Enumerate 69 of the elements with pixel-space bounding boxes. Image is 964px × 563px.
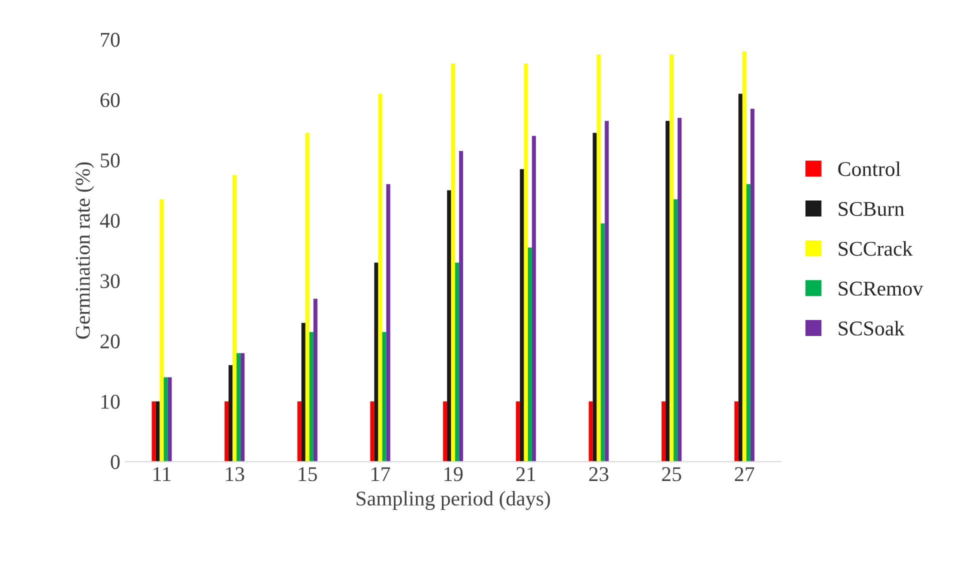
bar: [168, 377, 172, 462]
bar: [236, 353, 241, 462]
bar: [588, 401, 593, 462]
bar: [386, 184, 390, 462]
legend-label: SCBurn: [838, 202, 904, 216]
legend-label: SCSoak: [838, 320, 905, 336]
legend-label: Control: [838, 161, 901, 176]
bar: [524, 64, 528, 462]
y-tick-label: 70: [101, 32, 120, 47]
bar: [459, 151, 464, 462]
bar: [443, 401, 448, 462]
bar: [447, 190, 452, 462]
bar: [750, 108, 754, 462]
bar: [674, 199, 678, 462]
bar: [678, 118, 682, 462]
bar: [382, 332, 386, 462]
x-tick-label: 17: [372, 467, 390, 481]
bar: [305, 132, 310, 462]
y-tick-label: 20: [100, 334, 120, 348]
bar: [232, 175, 237, 462]
x-tick-label: 19: [444, 467, 463, 482]
bar: [309, 332, 314, 462]
y-tick-label: 40: [100, 214, 120, 228]
bar: [662, 401, 666, 462]
bar: [666, 120, 670, 462]
bar: [742, 51, 746, 462]
x-tick-label: 27: [734, 467, 754, 481]
bar: [164, 377, 168, 462]
bar: [228, 365, 233, 462]
x-tick-label: 23: [589, 467, 608, 482]
legend-label: SCCrack: [838, 241, 913, 256]
y-tick-label: 50: [100, 153, 120, 168]
bar: [451, 64, 456, 462]
bar: [532, 136, 536, 462]
bar: [670, 54, 674, 462]
bar: [152, 401, 156, 462]
x-tick-label: 15: [298, 467, 318, 482]
bar: [746, 184, 750, 462]
bar: [370, 401, 374, 462]
bar: [378, 94, 382, 462]
bar: [160, 199, 164, 462]
bar: [600, 223, 605, 462]
y-tick-label: 10: [101, 394, 120, 409]
bar: [313, 298, 318, 462]
bar: [224, 401, 229, 462]
bar: [156, 401, 160, 462]
x-tick-label: 25: [662, 467, 682, 482]
bar: [528, 248, 532, 462]
y-tick-label: 0: [110, 455, 120, 470]
legend-label: SCRemov: [838, 282, 924, 296]
y-axis-title: Germination rate (%): [75, 162, 94, 339]
bar: [374, 262, 378, 462]
bar: [240, 353, 245, 462]
bar: [604, 120, 609, 462]
bar: [596, 54, 601, 462]
x-tick-label: 13: [226, 467, 244, 482]
bar: [301, 322, 306, 462]
bar: [297, 401, 302, 462]
x-tick-label: 11: [154, 467, 171, 481]
bar: [516, 401, 520, 462]
bar: [520, 169, 524, 462]
bar: [738, 94, 742, 462]
x-axis-title: Sampling period (days): [356, 490, 550, 510]
y-tick-label: 30: [100, 274, 120, 288]
bar: [734, 401, 738, 462]
bar: [592, 132, 597, 462]
bar: [455, 262, 460, 462]
x-tick-label: 21: [516, 467, 536, 481]
y-tick-label: 60: [100, 93, 120, 108]
